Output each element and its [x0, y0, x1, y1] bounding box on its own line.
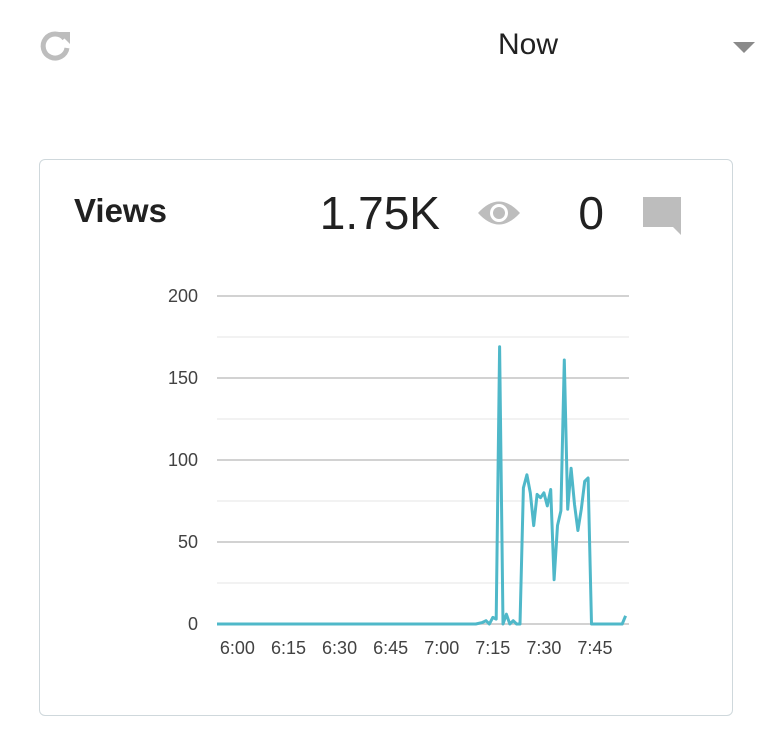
- chevron-down-icon: [733, 42, 755, 53]
- y-tick-label: 100: [168, 450, 198, 470]
- x-tick-label: 7:00: [424, 638, 459, 658]
- x-tick-label: 6:15: [271, 638, 306, 658]
- time-range-value: Now: [498, 28, 559, 61]
- x-tick-label: 7:15: [475, 638, 510, 658]
- card-title: Views: [74, 192, 167, 229]
- x-tick-label: 7:45: [577, 638, 612, 658]
- views-line: [217, 345, 627, 626]
- comments-count: 0: [578, 187, 604, 239]
- y-tick-label: 0: [188, 614, 198, 634]
- toolbar: Now: [0, 0, 769, 100]
- x-tick-label: 6:30: [322, 638, 357, 658]
- views-chart: 0 50 100 150 200 6:00 6:15 6:30 6:45 7:00 7:15 7:3…: [168, 286, 629, 658]
- eye-icon: [478, 201, 520, 225]
- refresh-icon: [40, 31, 70, 61]
- y-tick-label: 150: [168, 368, 198, 388]
- views-card: Views 1.75K 0 0 50 100 150 200 6:00 6:15 6:30 6…: [39, 159, 733, 716]
- x-tick-label: 6:00: [220, 638, 255, 658]
- views-count: 1.75K: [319, 187, 440, 239]
- x-tick-label: 6:45: [373, 638, 408, 658]
- x-tick-label: 7:30: [526, 638, 561, 658]
- time-range-select[interactable]: Now: [450, 20, 760, 74]
- y-tick-label: 50: [178, 532, 198, 552]
- comment-icon: [643, 197, 681, 235]
- refresh-button[interactable]: [34, 26, 76, 68]
- y-tick-label: 200: [168, 286, 198, 306]
